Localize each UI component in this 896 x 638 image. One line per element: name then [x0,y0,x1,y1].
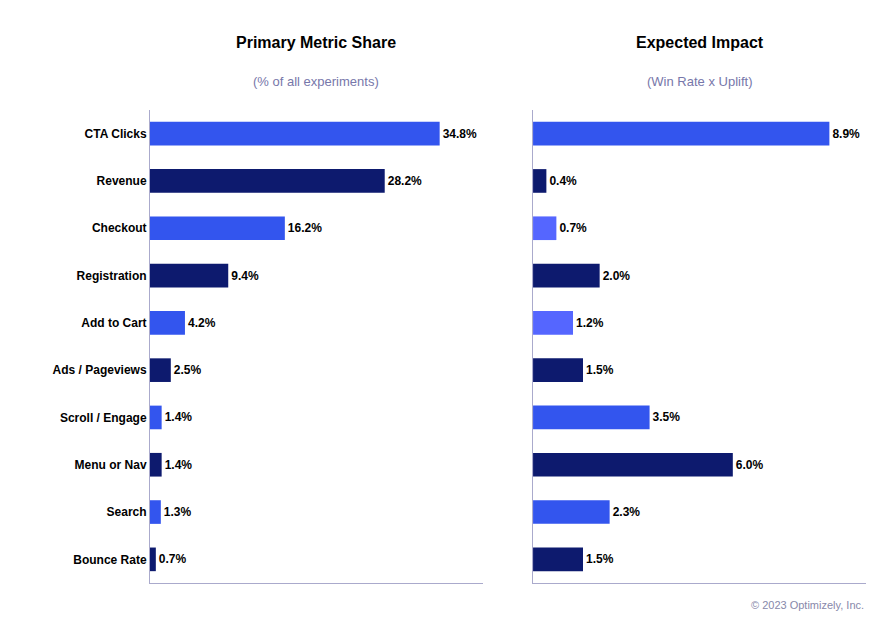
svg-text:Bounce Rate: Bounce Rate [73,553,147,567]
svg-text:2.3%: 2.3% [613,505,641,519]
svg-text:CTA Clicks: CTA Clicks [85,127,147,141]
svg-text:Registration: Registration [77,269,147,283]
svg-text:28.2%: 28.2% [388,174,422,188]
svg-text:1.4%: 1.4% [165,410,193,424]
svg-text:0.7%: 0.7% [159,552,187,566]
svg-text:0.7%: 0.7% [559,221,587,235]
svg-text:Checkout: Checkout [92,221,147,235]
svg-text:1.3%: 1.3% [164,505,192,519]
svg-text:Menu or Nav: Menu or Nav [75,458,147,472]
svg-text:1.2%: 1.2% [576,316,604,330]
svg-text:4.2%: 4.2% [188,316,216,330]
svg-text:2.0%: 2.0% [603,269,631,283]
svg-text:8.9%: 8.9% [832,127,860,141]
svg-text:Revenue: Revenue [97,174,147,188]
svg-text:3.5%: 3.5% [653,410,681,424]
svg-text:© 2023 Optimizely, Inc.: © 2023 Optimizely, Inc. [751,599,864,611]
svg-text:16.2%: 16.2% [288,221,322,235]
svg-text:1.5%: 1.5% [586,552,614,566]
svg-text:Add to Cart: Add to Cart [81,316,146,330]
svg-text:34.8%: 34.8% [443,127,477,141]
svg-text:1.4%: 1.4% [165,458,193,472]
svg-text:Primary Metric Share: Primary Metric Share [236,34,396,51]
svg-text:Scroll / Engage: Scroll / Engage [60,411,147,425]
svg-text:Ads / Pageviews: Ads / Pageviews [53,363,147,377]
svg-text:Expected Impact: Expected Impact [636,34,764,51]
svg-text:1.5%: 1.5% [586,363,614,377]
svg-text:2.5%: 2.5% [174,363,202,377]
svg-text:(% of all experiments): (% of all experiments) [253,74,379,89]
svg-text:6.0%: 6.0% [736,458,764,472]
svg-text:0.4%: 0.4% [549,174,577,188]
svg-text:9.4%: 9.4% [231,269,259,283]
svg-text:(Win Rate x Uplift): (Win Rate x Uplift) [647,74,752,89]
svg-text:Search: Search [107,505,147,519]
